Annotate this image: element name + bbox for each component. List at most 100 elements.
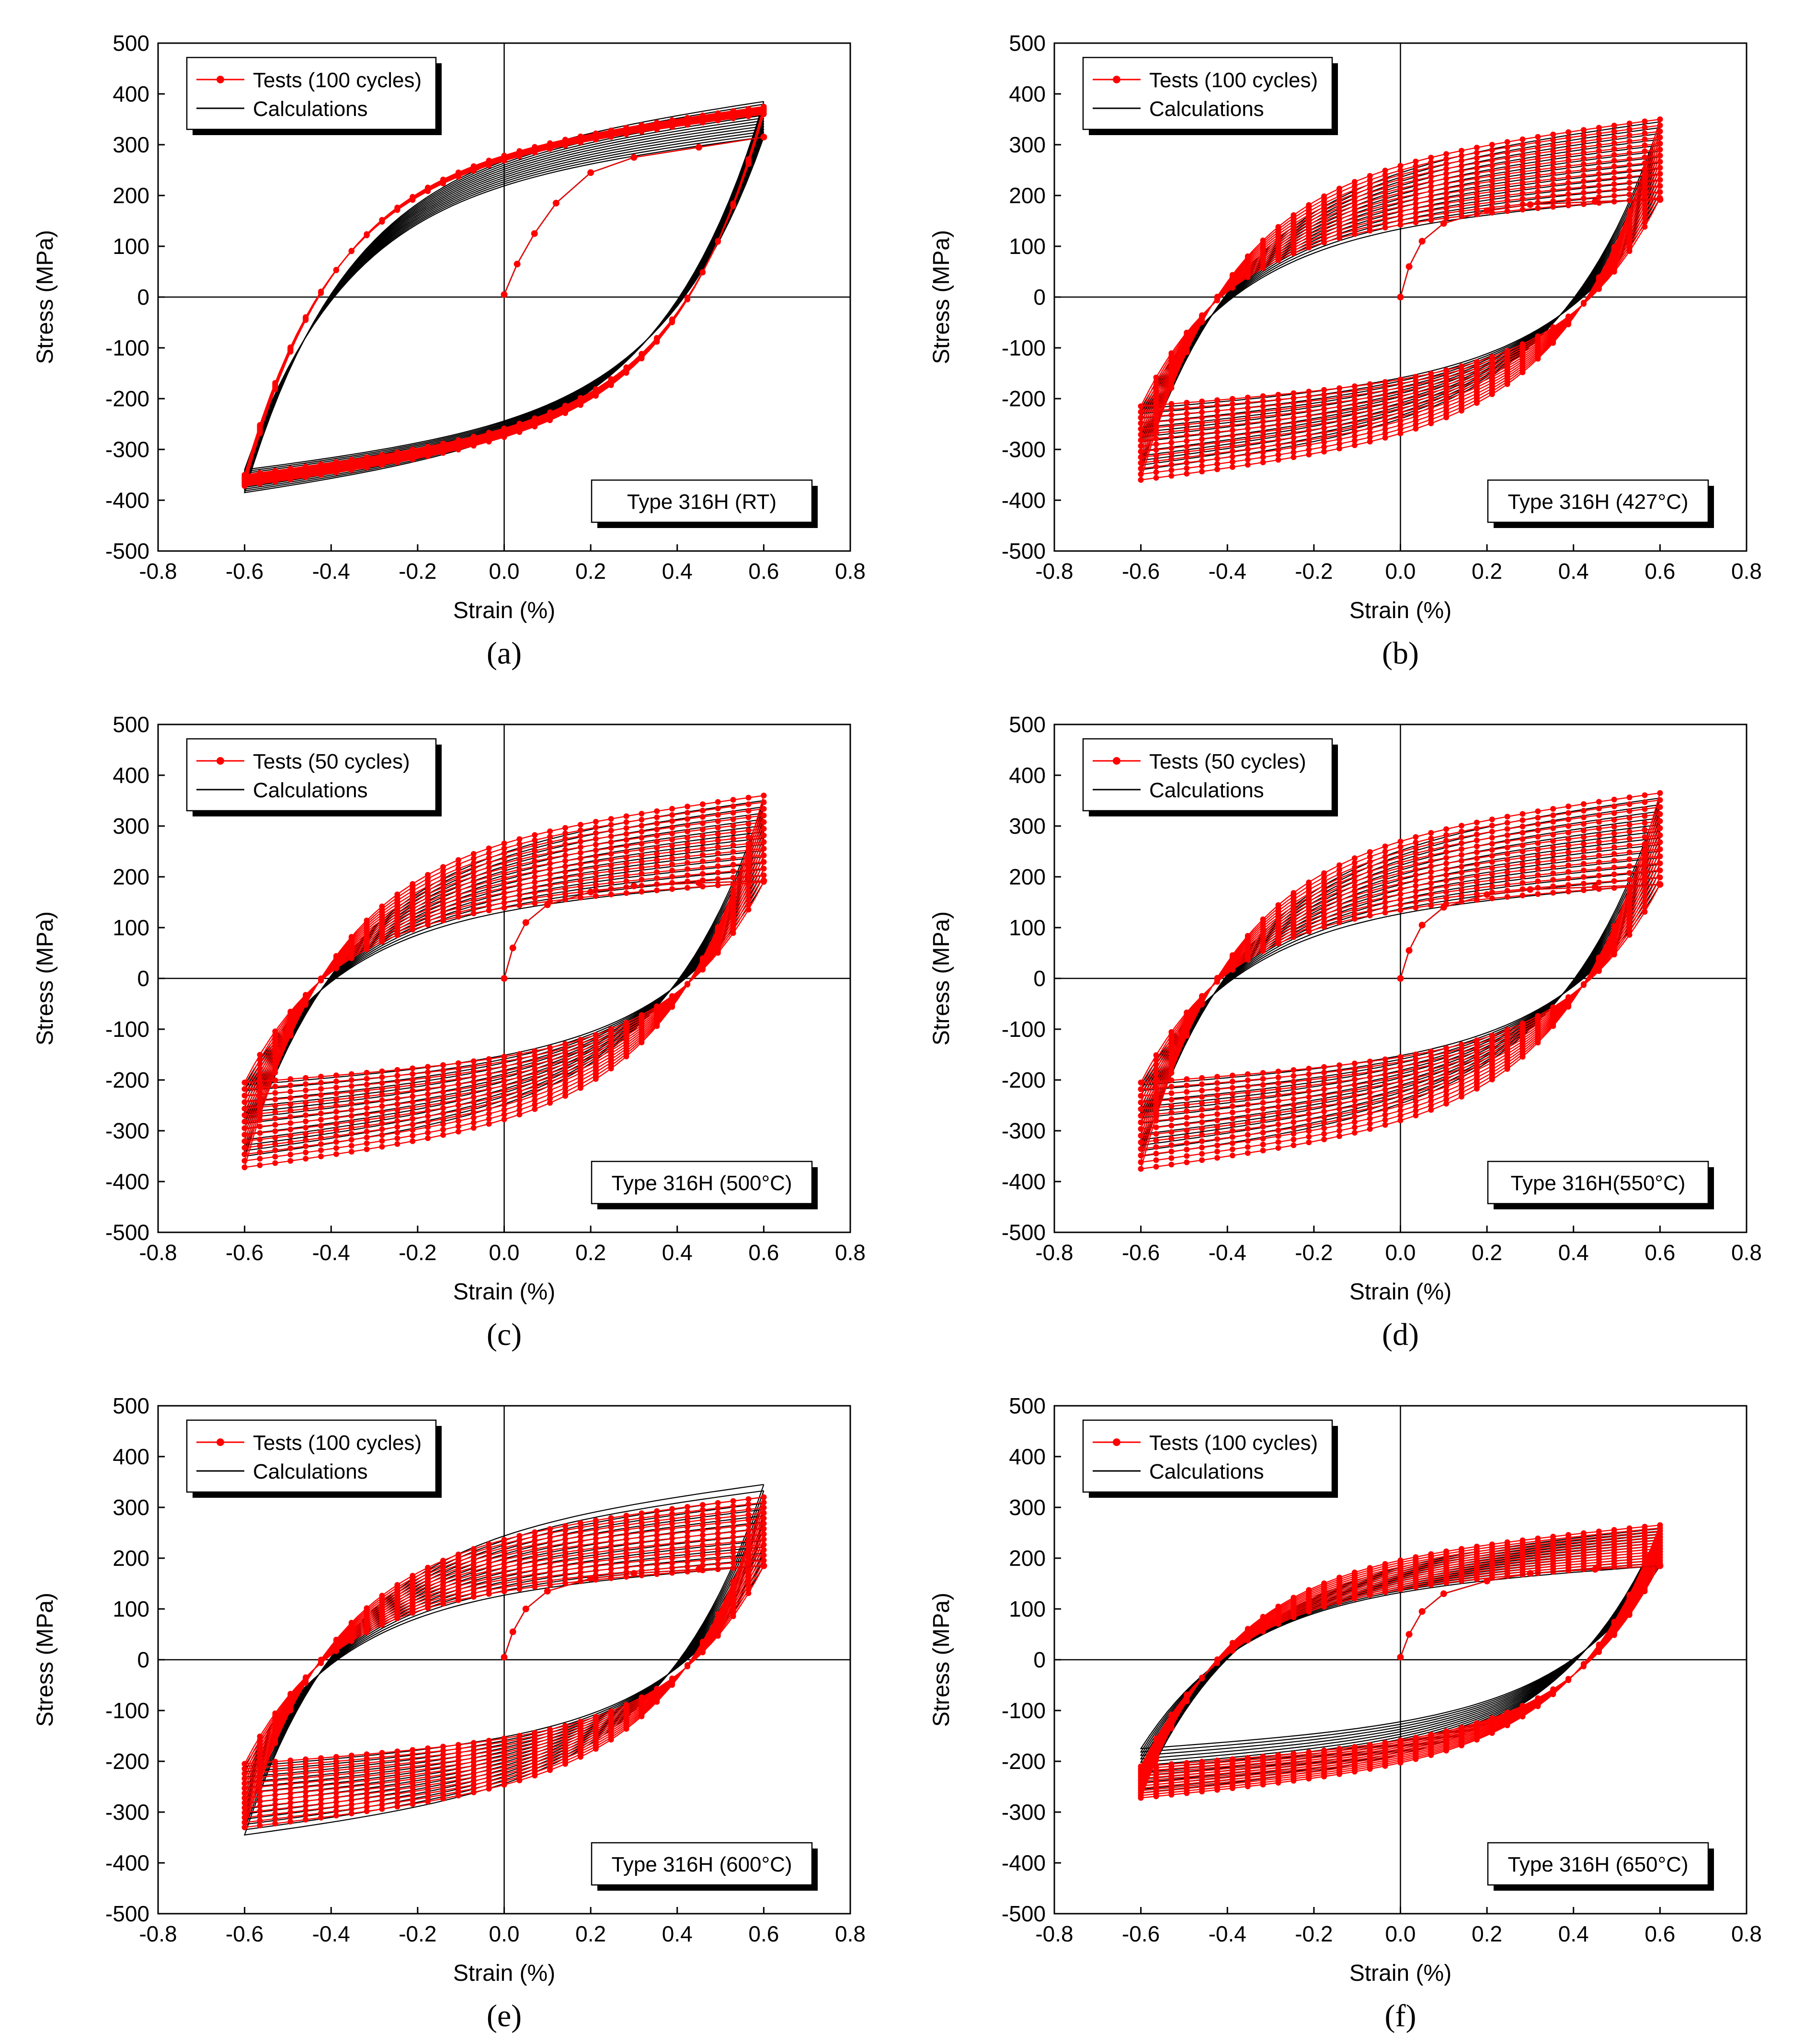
- test-marker: [348, 1757, 354, 1763]
- test-marker: [455, 1761, 461, 1768]
- test-marker: [455, 1123, 461, 1129]
- test-marker: [532, 853, 538, 859]
- y-tick-label: 200: [113, 864, 149, 889]
- test-marker: [1367, 202, 1373, 208]
- test-marker: [745, 794, 752, 801]
- test-marker: [272, 1792, 278, 1798]
- legend-calc-label: Calculations: [253, 779, 368, 802]
- test-marker: [1291, 400, 1297, 406]
- test-marker: [1443, 1071, 1450, 1077]
- test-marker: [1199, 1088, 1205, 1094]
- test-marker: [394, 1774, 400, 1780]
- test-marker: [532, 1061, 538, 1068]
- test-marker: [1565, 875, 1572, 882]
- test-marker: [303, 1075, 309, 1081]
- test-marker: [1535, 172, 1541, 178]
- test-marker: [1596, 826, 1602, 832]
- test-marker: [272, 1069, 278, 1076]
- test-marker: [577, 838, 583, 845]
- test-marker: [1382, 220, 1388, 226]
- test-marker: [455, 883, 461, 889]
- test-marker: [1275, 391, 1281, 398]
- test-marker: [440, 1132, 446, 1138]
- test-marker: [562, 841, 568, 848]
- test-marker: [1519, 174, 1526, 180]
- test-marker: [1184, 1121, 1190, 1127]
- test-marker: [1443, 200, 1450, 207]
- test-marker: [761, 852, 767, 859]
- test-marker: [593, 1076, 599, 1082]
- test-marker: [1428, 858, 1434, 864]
- test-marker: [333, 1758, 339, 1764]
- test-marker: [1596, 846, 1602, 852]
- test-marker: [1291, 1079, 1297, 1085]
- test-marker: [333, 1109, 339, 1115]
- test-marker: [1550, 838, 1556, 844]
- test-marker: [669, 818, 675, 824]
- test-marker: [1168, 1148, 1175, 1155]
- test-marker: [1473, 873, 1480, 879]
- test-marker: [1397, 1108, 1404, 1114]
- test-marker: [1550, 864, 1556, 870]
- test-marker: [1336, 1106, 1342, 1112]
- test-marker: [1199, 469, 1205, 475]
- test-marker: [379, 1780, 385, 1786]
- test-marker: [1367, 863, 1373, 870]
- annotation-box: [591, 1160, 813, 1205]
- test-marker: [1367, 399, 1373, 405]
- test-marker: [730, 810, 736, 816]
- x-tick-label: -0.2: [1295, 559, 1333, 584]
- test-marker: [1321, 1097, 1327, 1103]
- test-marker: [1459, 869, 1464, 875]
- x-tick-label: -0.2: [399, 1921, 436, 1946]
- test-marker: [562, 874, 568, 881]
- test-marker: [669, 873, 675, 880]
- test-marker: [1184, 1140, 1190, 1146]
- test-marker: [715, 812, 721, 818]
- test-marker: [608, 1066, 614, 1072]
- test-marker: [348, 1137, 354, 1143]
- test-marker: [1443, 883, 1450, 889]
- test-marker: [394, 1761, 400, 1767]
- test-marker: [455, 1076, 461, 1082]
- test-marker: [1626, 870, 1633, 876]
- initial-branch-marker: [587, 169, 594, 176]
- test-marker: [1351, 419, 1358, 425]
- test-marker: [532, 424, 538, 430]
- test-marker: [1413, 405, 1419, 412]
- test-marker: [394, 459, 400, 465]
- test-marker: [1489, 209, 1495, 216]
- test-marker: [425, 1753, 431, 1759]
- test-marker: [1519, 836, 1526, 842]
- test-marker: [1229, 396, 1235, 402]
- test-marker: [440, 1759, 446, 1766]
- test-marker: [1306, 423, 1312, 428]
- test-marker: [1367, 849, 1373, 855]
- test-marker: [1306, 1134, 1312, 1140]
- test-marker: [699, 955, 706, 961]
- test-marker: [1275, 1133, 1281, 1139]
- test-marker: [699, 1537, 706, 1543]
- test-marker: [287, 1158, 294, 1164]
- test-marker: [1275, 224, 1281, 230]
- test-marker: [1428, 1089, 1434, 1095]
- test-marker: [287, 1076, 294, 1082]
- test-marker: [745, 1527, 752, 1533]
- test-marker: [410, 1747, 416, 1753]
- test-marker: [1260, 424, 1266, 430]
- test-marker: [1397, 426, 1404, 432]
- test-marker: [1321, 878, 1327, 884]
- test-marker: [1413, 201, 1419, 207]
- test-marker: [1565, 322, 1572, 327]
- test-marker: [303, 1756, 309, 1762]
- test-marker: [1275, 422, 1281, 428]
- test-marker: [1275, 436, 1281, 443]
- test-marker: [1611, 169, 1617, 175]
- test-marker: [516, 1565, 523, 1572]
- test-marker: [1351, 1130, 1358, 1136]
- test-marker: [1596, 954, 1602, 961]
- test-marker: [379, 1138, 385, 1144]
- test-marker: [470, 860, 477, 866]
- test-marker: [1199, 1113, 1205, 1119]
- test-marker: [1229, 401, 1235, 407]
